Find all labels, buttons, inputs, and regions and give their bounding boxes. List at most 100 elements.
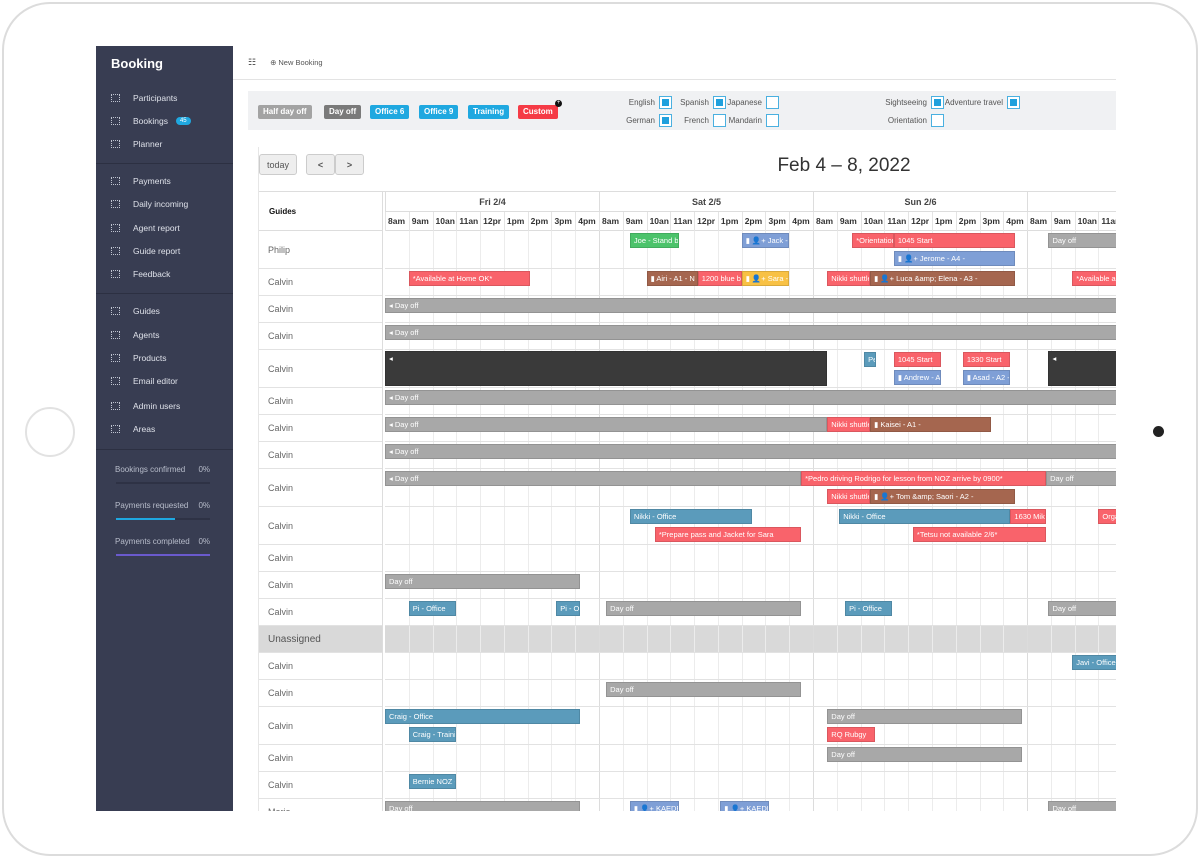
tag-custom[interactable]: Custom	[518, 105, 558, 119]
event-bar[interactable]: *Tetsu not available 2/6*	[912, 527, 1047, 542]
tag-office-6[interactable]: Office 6	[370, 105, 410, 119]
event-bar[interactable]: ◂ Day off	[385, 298, 1116, 313]
event-bar[interactable]: ◂ Day off	[385, 471, 802, 486]
event-bar[interactable]: Day off	[1048, 233, 1116, 248]
add-tag-icon[interactable]: +	[555, 100, 562, 107]
sidebar-item-agents[interactable]: Agents	[96, 326, 233, 344]
event-bar[interactable]: Day off	[385, 574, 580, 589]
checkbox-adventure-travel[interactable]: Adventure travel	[945, 96, 1020, 109]
today-button[interactable]: today	[259, 154, 297, 175]
event-bar[interactable]: ▮ 👤+ Luca &amp; Elena - A3 -	[870, 271, 1016, 286]
event-bar[interactable]: 1630 Mike	[1010, 509, 1047, 524]
event-bar[interactable]: Craig - Office	[385, 709, 580, 724]
sidebar-item-guide-report[interactable]: Guide report	[96, 242, 233, 260]
menu-toggle-icon[interactable]: ☷	[248, 57, 257, 67]
event-bar[interactable]: Pe	[864, 352, 877, 367]
event-bar[interactable]: Craig - Training	[408, 727, 457, 742]
event-bar[interactable]: ◂	[1048, 351, 1116, 386]
event-bar[interactable]: ▮ Andrew - A	[893, 370, 942, 385]
event-bar[interactable]: *Pedro driving Rodrigo for lesson from N…	[801, 471, 1047, 486]
home-button[interactable]	[25, 407, 75, 457]
event-bar[interactable]: Nikki shuttle	[827, 271, 871, 286]
event-bar[interactable]: 1330 Start	[962, 352, 1011, 367]
checkbox-english[interactable]: English	[629, 96, 672, 109]
sidebar-item-email-editor[interactable]: Email editor	[96, 372, 233, 390]
event-bar[interactable]: Day off	[385, 801, 580, 811]
event-bar[interactable]: *Orientation	[852, 233, 894, 248]
checkbox-spanish[interactable]: Spanish	[680, 96, 726, 109]
event-bar[interactable]: Day off	[1048, 601, 1116, 616]
prev-button[interactable]: <	[306, 154, 335, 175]
checkbox-box[interactable]	[1007, 96, 1020, 109]
event-bar[interactable]: Organ	[1098, 509, 1116, 524]
checkbox-box[interactable]	[659, 96, 672, 109]
event-bar[interactable]: Day off	[606, 682, 802, 697]
event-bar[interactable]: Javi - Office	[1072, 655, 1116, 670]
event-bar[interactable]: *Available at Home OK*	[408, 271, 531, 286]
event-bar[interactable]: Nikki shuttle	[827, 417, 871, 432]
checkbox-box[interactable]	[931, 114, 944, 127]
event-bar[interactable]: ▮ 👤+ Jack - A	[741, 233, 790, 248]
event-bar[interactable]: ◂ Day off	[385, 325, 1116, 340]
event-bar[interactable]: 1045 Start	[893, 352, 942, 367]
sidebar-item-guides[interactable]: Guides	[96, 302, 233, 320]
event-bar[interactable]: ▮ 👤+ Tom &amp; Saori - A2 -	[870, 489, 1016, 504]
event-bar[interactable]: Day off	[827, 709, 1023, 724]
checkbox-box[interactable]	[713, 96, 726, 109]
event-bar[interactable]: ▮ Airi - A1 - N	[646, 271, 698, 286]
event-bar[interactable]: ◂ Day off	[385, 417, 828, 432]
event-bar[interactable]: RQ Rubgy	[827, 727, 875, 742]
event-bar[interactable]: 1200 blue b	[697, 271, 742, 286]
tag-half-day-off[interactable]: Half day off	[258, 105, 312, 119]
event-bar[interactable]: Day off	[1048, 801, 1116, 811]
event-bar[interactable]: ◂ Day off	[385, 444, 1116, 459]
checkbox-mandarin[interactable]: Mandarin	[729, 114, 779, 127]
event-bar[interactable]: Pi - Office	[845, 601, 892, 616]
tag-office-9[interactable]: Office 9	[419, 105, 459, 119]
checkbox-french[interactable]: French	[684, 114, 726, 127]
sidebar-item-agent-report[interactable]: Agent report	[96, 219, 233, 237]
checkbox-box[interactable]	[766, 114, 779, 127]
sidebar-item-bookings[interactable]: Bookings 45	[96, 112, 233, 130]
event-bar[interactable]: *Available a	[1072, 271, 1116, 286]
sidebar-item-payments[interactable]: Payments	[96, 172, 233, 190]
sidebar-item-areas[interactable]: Areas	[96, 420, 233, 438]
event-bar[interactable]: ▮ 👤+ Jerome - A4 -	[893, 251, 1016, 266]
tag-training[interactable]: Training	[468, 105, 510, 119]
sidebar-item-daily-incoming[interactable]: Daily incoming	[96, 195, 233, 213]
checkbox-box[interactable]	[766, 96, 779, 109]
event-bar[interactable]: Nikki - Office	[629, 509, 753, 524]
event-bar[interactable]: ◂	[385, 351, 828, 386]
event-bar[interactable]: ▮ Kaisei - A1 -	[870, 417, 992, 432]
event-bar[interactable]: Day off	[827, 747, 1023, 762]
tag-day-off[interactable]: Day off	[324, 105, 362, 119]
sidebar-item-feedback[interactable]: Feedback	[96, 265, 233, 283]
event-bar[interactable]: Bernie NOZ -	[408, 774, 457, 789]
checkbox-box[interactable]	[931, 96, 944, 109]
checkbox-japanese[interactable]: Japanese	[727, 96, 779, 109]
sidebar-item-participants[interactable]: Participants	[96, 89, 233, 107]
event-bar[interactable]: ▮ 👤+ KAEDE	[720, 801, 770, 811]
checkbox-sightseeing[interactable]: Sightseeing	[885, 96, 944, 109]
event-bar[interactable]: Day off	[606, 601, 802, 616]
sidebar-item-admin-users[interactable]: Admin users	[96, 397, 233, 415]
event-bar[interactable]: Pi - Office	[556, 601, 580, 616]
checkbox-orientation[interactable]: Orientation	[888, 114, 944, 127]
sidebar-item-products[interactable]: Products	[96, 349, 233, 367]
event-bar[interactable]: Nikki - Office	[839, 509, 1011, 524]
event-bar[interactable]: ▮ 👤+ KAEDE	[629, 801, 679, 811]
checkbox-german[interactable]: German	[626, 114, 672, 127]
event-bar[interactable]: ◂ Day off	[385, 390, 1116, 405]
event-bar[interactable]: Pi - Office	[408, 601, 457, 616]
event-bar[interactable]: Nikki shuttle	[827, 489, 871, 504]
checkbox-box[interactable]	[659, 114, 672, 127]
event-bar[interactable]: 1045 Start	[893, 233, 1016, 248]
new-booking-button[interactable]: ⊕ New Booking	[270, 58, 323, 67]
event-bar[interactable]: *Prepare pass and Jacket for Sara	[654, 527, 802, 542]
event-bar[interactable]: ▮ Asad - A2 -	[962, 370, 1011, 385]
event-bar[interactable]: ▮ 👤+ Sara - A	[741, 271, 790, 286]
checkbox-box[interactable]	[713, 114, 726, 127]
event-bar[interactable]: Day off	[1046, 471, 1116, 486]
next-button[interactable]: >	[335, 154, 364, 175]
event-bar[interactable]: Joe - Stand by	[629, 233, 679, 248]
